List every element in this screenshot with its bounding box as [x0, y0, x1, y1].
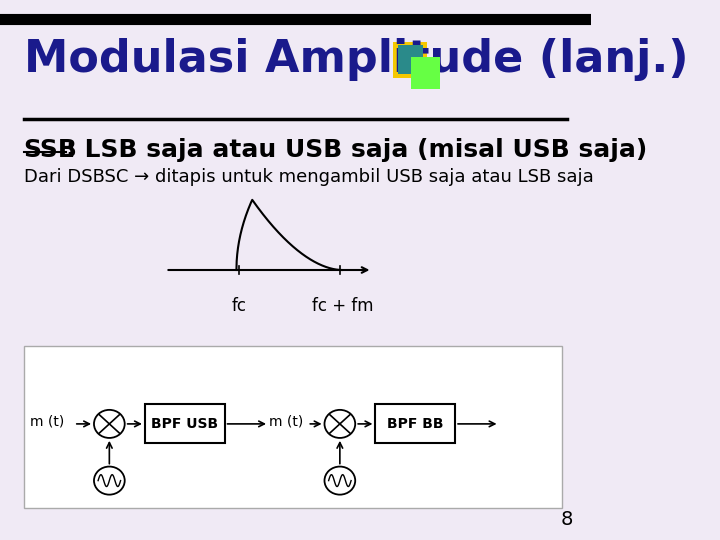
FancyBboxPatch shape [145, 404, 225, 443]
FancyBboxPatch shape [411, 57, 440, 89]
FancyBboxPatch shape [393, 42, 428, 78]
FancyBboxPatch shape [24, 346, 562, 508]
Text: m (t): m (t) [30, 414, 64, 428]
Text: SSB: SSB [24, 138, 78, 161]
Text: BPF USB: BPF USB [151, 417, 218, 431]
Text: BPF BB: BPF BB [387, 417, 444, 431]
Text: Dari DSBSC → ditapis untuk mengambil USB saja atau LSB saja: Dari DSBSC → ditapis untuk mengambil USB… [24, 168, 593, 186]
Text: m (t): m (t) [269, 414, 303, 428]
Text: : LSB saja atau USB saja (misal USB saja): : LSB saja atau USB saja (misal USB saja… [66, 138, 647, 161]
Text: 8: 8 [561, 510, 573, 529]
Text: fc + fm: fc + fm [312, 297, 374, 315]
Text: Modulasi Amplitude (lanj.): Modulasi Amplitude (lanj.) [24, 38, 688, 81]
FancyBboxPatch shape [397, 45, 423, 74]
Text: fc: fc [232, 297, 247, 315]
FancyBboxPatch shape [375, 404, 455, 443]
